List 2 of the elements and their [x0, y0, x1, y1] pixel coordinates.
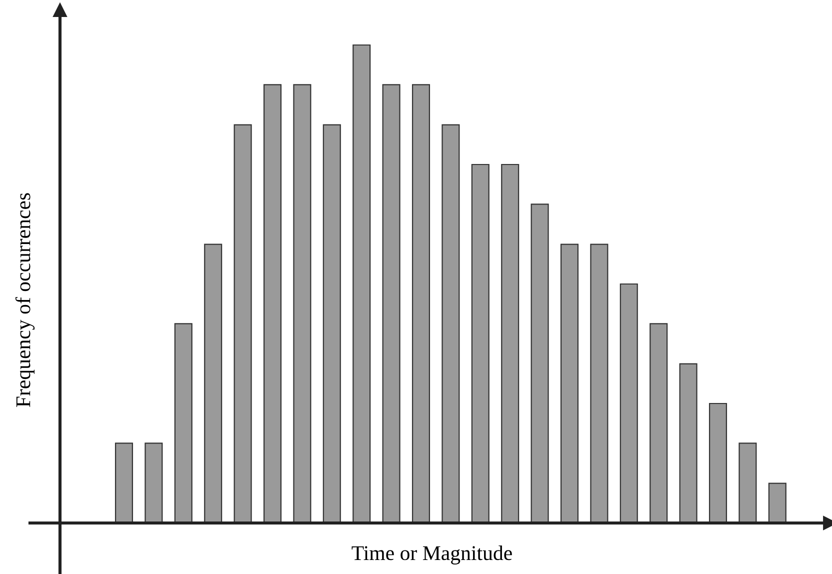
y-axis-title: Frequency of occurrences	[15, 193, 35, 407]
x-axis-title: Time or Magnitude	[352, 546, 512, 564]
